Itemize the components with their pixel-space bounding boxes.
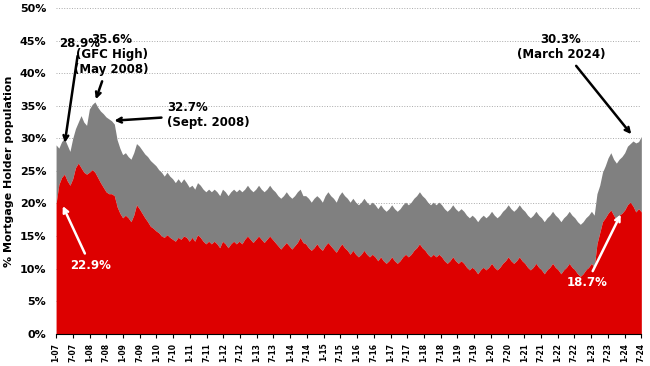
Text: 18.7%: 18.7% [566, 217, 619, 290]
Text: 30.3%
(March 2024): 30.3% (March 2024) [517, 33, 629, 132]
Text: 22.9%: 22.9% [64, 209, 110, 272]
Text: 32.7%
(Sept. 2008): 32.7% (Sept. 2008) [117, 101, 250, 128]
Text: 35.6%
(GFC High)
(May 2008): 35.6% (GFC High) (May 2008) [74, 33, 149, 97]
Y-axis label: % Mortgage Holder population: % Mortgage Holder population [4, 75, 14, 266]
Text: 28.9%: 28.9% [59, 37, 100, 140]
